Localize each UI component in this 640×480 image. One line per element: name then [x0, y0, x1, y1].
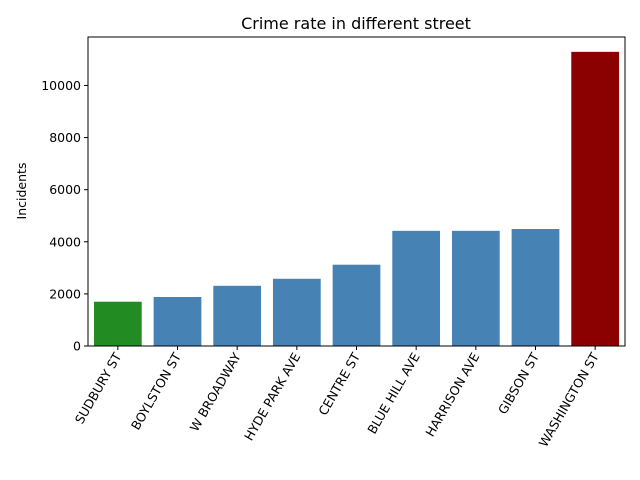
- bar: [451, 230, 500, 346]
- bars-group: [93, 51, 620, 346]
- x-tick-label: WASHINGTON ST: [536, 350, 602, 450]
- x-tick-label: SUDBURY ST: [72, 350, 125, 427]
- y-axis-label: Incidents: [14, 163, 29, 220]
- bar: [511, 229, 560, 346]
- x-tick-label: CENTRE ST: [315, 350, 363, 418]
- x-tick-label: W BROADWAY: [187, 350, 244, 434]
- y-tick-label: 6000: [49, 182, 81, 197]
- bar: [571, 51, 620, 346]
- bar: [392, 230, 441, 346]
- x-tick-label: HYDE PARK AVE: [241, 350, 303, 443]
- y-axis-ticks: 0 2000 4000 6000 8000 10000: [41, 78, 88, 354]
- bar: [332, 264, 381, 346]
- x-tick-label: BLUE HILL AVE: [364, 350, 423, 437]
- x-tick-label: BOYLSTON ST: [128, 350, 184, 433]
- x-tick-label: HARRISON AVE: [422, 350, 482, 439]
- bar: [272, 278, 321, 346]
- y-tick-label: 10000: [41, 78, 81, 93]
- bar: [153, 297, 202, 346]
- x-tick-label: GIBSON ST: [495, 350, 542, 417]
- chart-title: Crime rate in different street: [241, 14, 471, 33]
- bar: [93, 301, 142, 346]
- y-tick-label: 0: [73, 339, 81, 354]
- y-tick-label: 2000: [49, 286, 81, 301]
- y-tick-label: 8000: [49, 130, 81, 145]
- y-tick-label: 4000: [49, 234, 81, 249]
- plot-frame: [87, 36, 626, 347]
- bar: [213, 285, 262, 346]
